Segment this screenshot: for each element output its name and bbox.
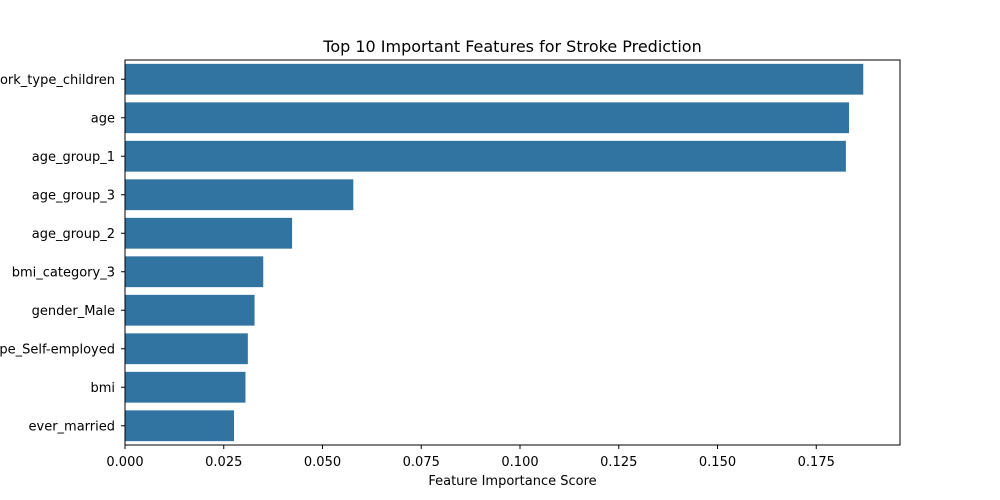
- bars-group: [125, 63, 864, 442]
- y-tick-label: age: [91, 111, 115, 126]
- bar-age: [125, 102, 850, 134]
- bar-age_group_2: [125, 217, 293, 249]
- y-tick-label: work_type_Self-employed: [0, 342, 115, 357]
- x-axis-label: Feature Importance Score: [428, 474, 596, 489]
- bar-gender_Male: [125, 294, 255, 326]
- y-tick-label: ever_married: [29, 419, 116, 434]
- bar-ever_married: [125, 410, 235, 442]
- x-axis-ticks: 0.000 0.025 0.050 0.075 0.100 0.125 0.150 0.175: [106, 445, 835, 470]
- x-tick-label: 0.075: [403, 455, 440, 470]
- y-tick-label: age_group_1: [32, 150, 115, 165]
- x-tick-label: 0.175: [798, 455, 835, 470]
- x-tick-label: 0.125: [600, 455, 637, 470]
- bar-work_type_Self-employed: [125, 333, 248, 365]
- y-tick-label: work_type_children: [0, 73, 115, 88]
- bar-bmi: [125, 371, 246, 403]
- bar-work_type_children: [125, 63, 864, 95]
- plot-frame: [124, 59, 901, 446]
- x-tick-label: 0.000: [106, 455, 143, 470]
- y-tick-label: age_group_2: [32, 227, 115, 242]
- chart-title: Top 10 Important Features for Stroke Pre…: [322, 37, 701, 56]
- y-tick-label: age_group_3: [32, 188, 115, 203]
- x-tick-label: 0.100: [501, 455, 538, 470]
- y-tick-label: bmi: [90, 381, 115, 396]
- y-tick-label: gender_Male: [32, 304, 115, 319]
- x-tick-label: 0.050: [304, 455, 341, 470]
- x-tick-label: 0.025: [205, 455, 242, 470]
- y-tick-label: bmi_category_3: [12, 265, 115, 280]
- bar-age_group_1: [125, 140, 846, 172]
- bar-bmi_category_3: [125, 256, 264, 288]
- bar-age_group_3: [125, 179, 354, 211]
- x-tick-label: 0.150: [699, 455, 736, 470]
